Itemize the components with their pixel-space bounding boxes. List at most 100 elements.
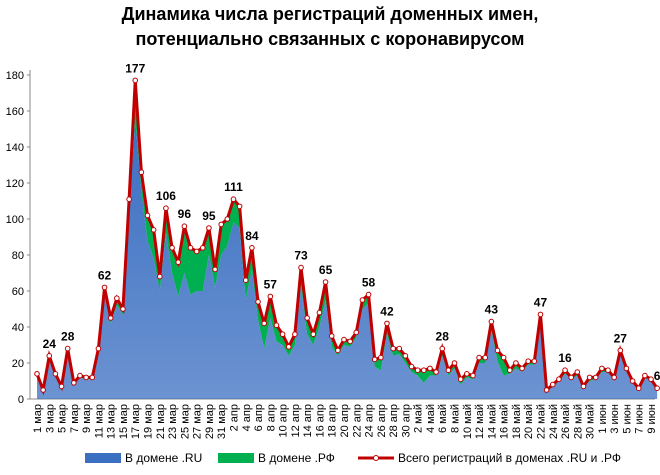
total-marker [476, 354, 482, 361]
y-tick-label: 20 [12, 358, 24, 370]
total-marker [199, 245, 206, 251]
total-marker [138, 169, 145, 175]
total-marker [531, 358, 538, 365]
y-tick-label: 160 [6, 106, 24, 118]
x-tick-label: 15 мар [118, 404, 130, 439]
total-marker [335, 347, 341, 354]
total-marker [212, 266, 218, 273]
total-marker [279, 331, 286, 338]
total-marker [107, 315, 114, 321]
data-label: 58 [362, 276, 376, 290]
total-marker [218, 221, 224, 228]
x-tick-label: 4 апр [241, 404, 253, 431]
total-marker [341, 336, 347, 343]
x-tick-label: 7 мар [69, 404, 81, 433]
x-tick-label: 1 июн [597, 404, 609, 434]
total-marker [292, 331, 298, 338]
y-tick-label: 80 [12, 250, 24, 262]
x-tick-label: 18 апр [327, 404, 339, 437]
total-marker [163, 205, 169, 211]
total-marker [77, 372, 83, 379]
y-tick-label: 100 [6, 214, 24, 226]
total-marker [617, 347, 624, 354]
x-tick-label: 28 май [572, 404, 584, 439]
total-marker [464, 371, 470, 377]
data-label: 73 [294, 249, 308, 263]
total-marker [150, 227, 157, 233]
x-tick-label: 24 апр [364, 404, 376, 437]
total-marker [592, 374, 599, 381]
total-marker [365, 291, 372, 298]
data-label: 47 [534, 295, 548, 309]
x-tick-label: 11 мар [93, 404, 105, 438]
total-marker [568, 374, 574, 381]
total-marker [445, 367, 452, 374]
data-label: 65 [319, 263, 333, 277]
total-marker [488, 318, 495, 325]
x-tick-label: 19 мар [143, 404, 155, 439]
x-tick-label: 9 июн [646, 404, 658, 434]
data-label: 24 [43, 337, 57, 351]
total-marker [89, 374, 96, 381]
total-marker [648, 376, 654, 383]
area-ru [37, 120, 658, 399]
total-marker [304, 315, 310, 321]
x-tick-label: 8 апр [265, 404, 277, 431]
x-tick-label: 8 май [450, 404, 462, 433]
total-marker [408, 363, 415, 370]
x-tick-label: 3 июн [609, 404, 621, 434]
total-marker [470, 372, 476, 379]
total-marker [224, 216, 231, 222]
total-marker [549, 381, 556, 388]
x-tick-label: 21 мар [155, 404, 167, 439]
y-tick-label: 60 [12, 286, 24, 298]
x-tick-label: 20 апр [339, 404, 351, 437]
total-marker [433, 369, 439, 375]
total-marker [482, 354, 489, 361]
total-marker [457, 376, 464, 383]
x-tick-label: 29 мар [204, 404, 216, 439]
x-tick-label: 9 мар [81, 404, 93, 433]
legend-label: Всего регистраций в доменах .RU и .РФ [398, 451, 621, 465]
total-marker [83, 374, 89, 381]
x-tick-label: 17 мар [130, 404, 142, 439]
x-tick-label: 1 мар [32, 404, 44, 433]
total-marker [347, 338, 353, 345]
data-label: 6 [654, 369, 660, 383]
x-tick-label: 31 мар [216, 404, 228, 439]
x-tick-label: 18 май [511, 404, 523, 439]
total-marker [605, 367, 611, 374]
total-marker [500, 354, 507, 361]
x-tick-label: 22 апр [351, 404, 363, 437]
total-marker [46, 353, 53, 359]
total-marker [353, 329, 360, 336]
total-marker [255, 299, 261, 305]
data-label: 96 [178, 207, 192, 221]
total-marker [451, 360, 458, 366]
total-marker [101, 284, 108, 291]
legend-swatch [218, 453, 254, 463]
legend-label: В домене .RU [125, 451, 202, 465]
x-tick-label: 23 мар [167, 404, 179, 439]
data-label: 42 [380, 304, 394, 318]
total-marker [71, 380, 77, 386]
total-marker [285, 344, 292, 350]
x-tick-label: 7 июн [634, 404, 646, 434]
total-marker [273, 322, 280, 329]
total-marker [126, 196, 132, 202]
chart-title: Динамика числа регистраций доменных имен… [121, 4, 539, 49]
total-marker [439, 345, 446, 352]
data-label: 28 [436, 330, 450, 344]
total-marker [64, 345, 71, 352]
data-label: 43 [485, 303, 499, 317]
total-marker [328, 333, 335, 339]
total-marker [322, 279, 329, 285]
total-marker [513, 360, 519, 366]
total-marker [206, 225, 212, 231]
total-marker [556, 376, 562, 383]
total-marker [427, 365, 433, 372]
total-marker [52, 371, 59, 377]
total-marker [95, 345, 102, 352]
x-tick-label: 14 апр [302, 404, 314, 437]
